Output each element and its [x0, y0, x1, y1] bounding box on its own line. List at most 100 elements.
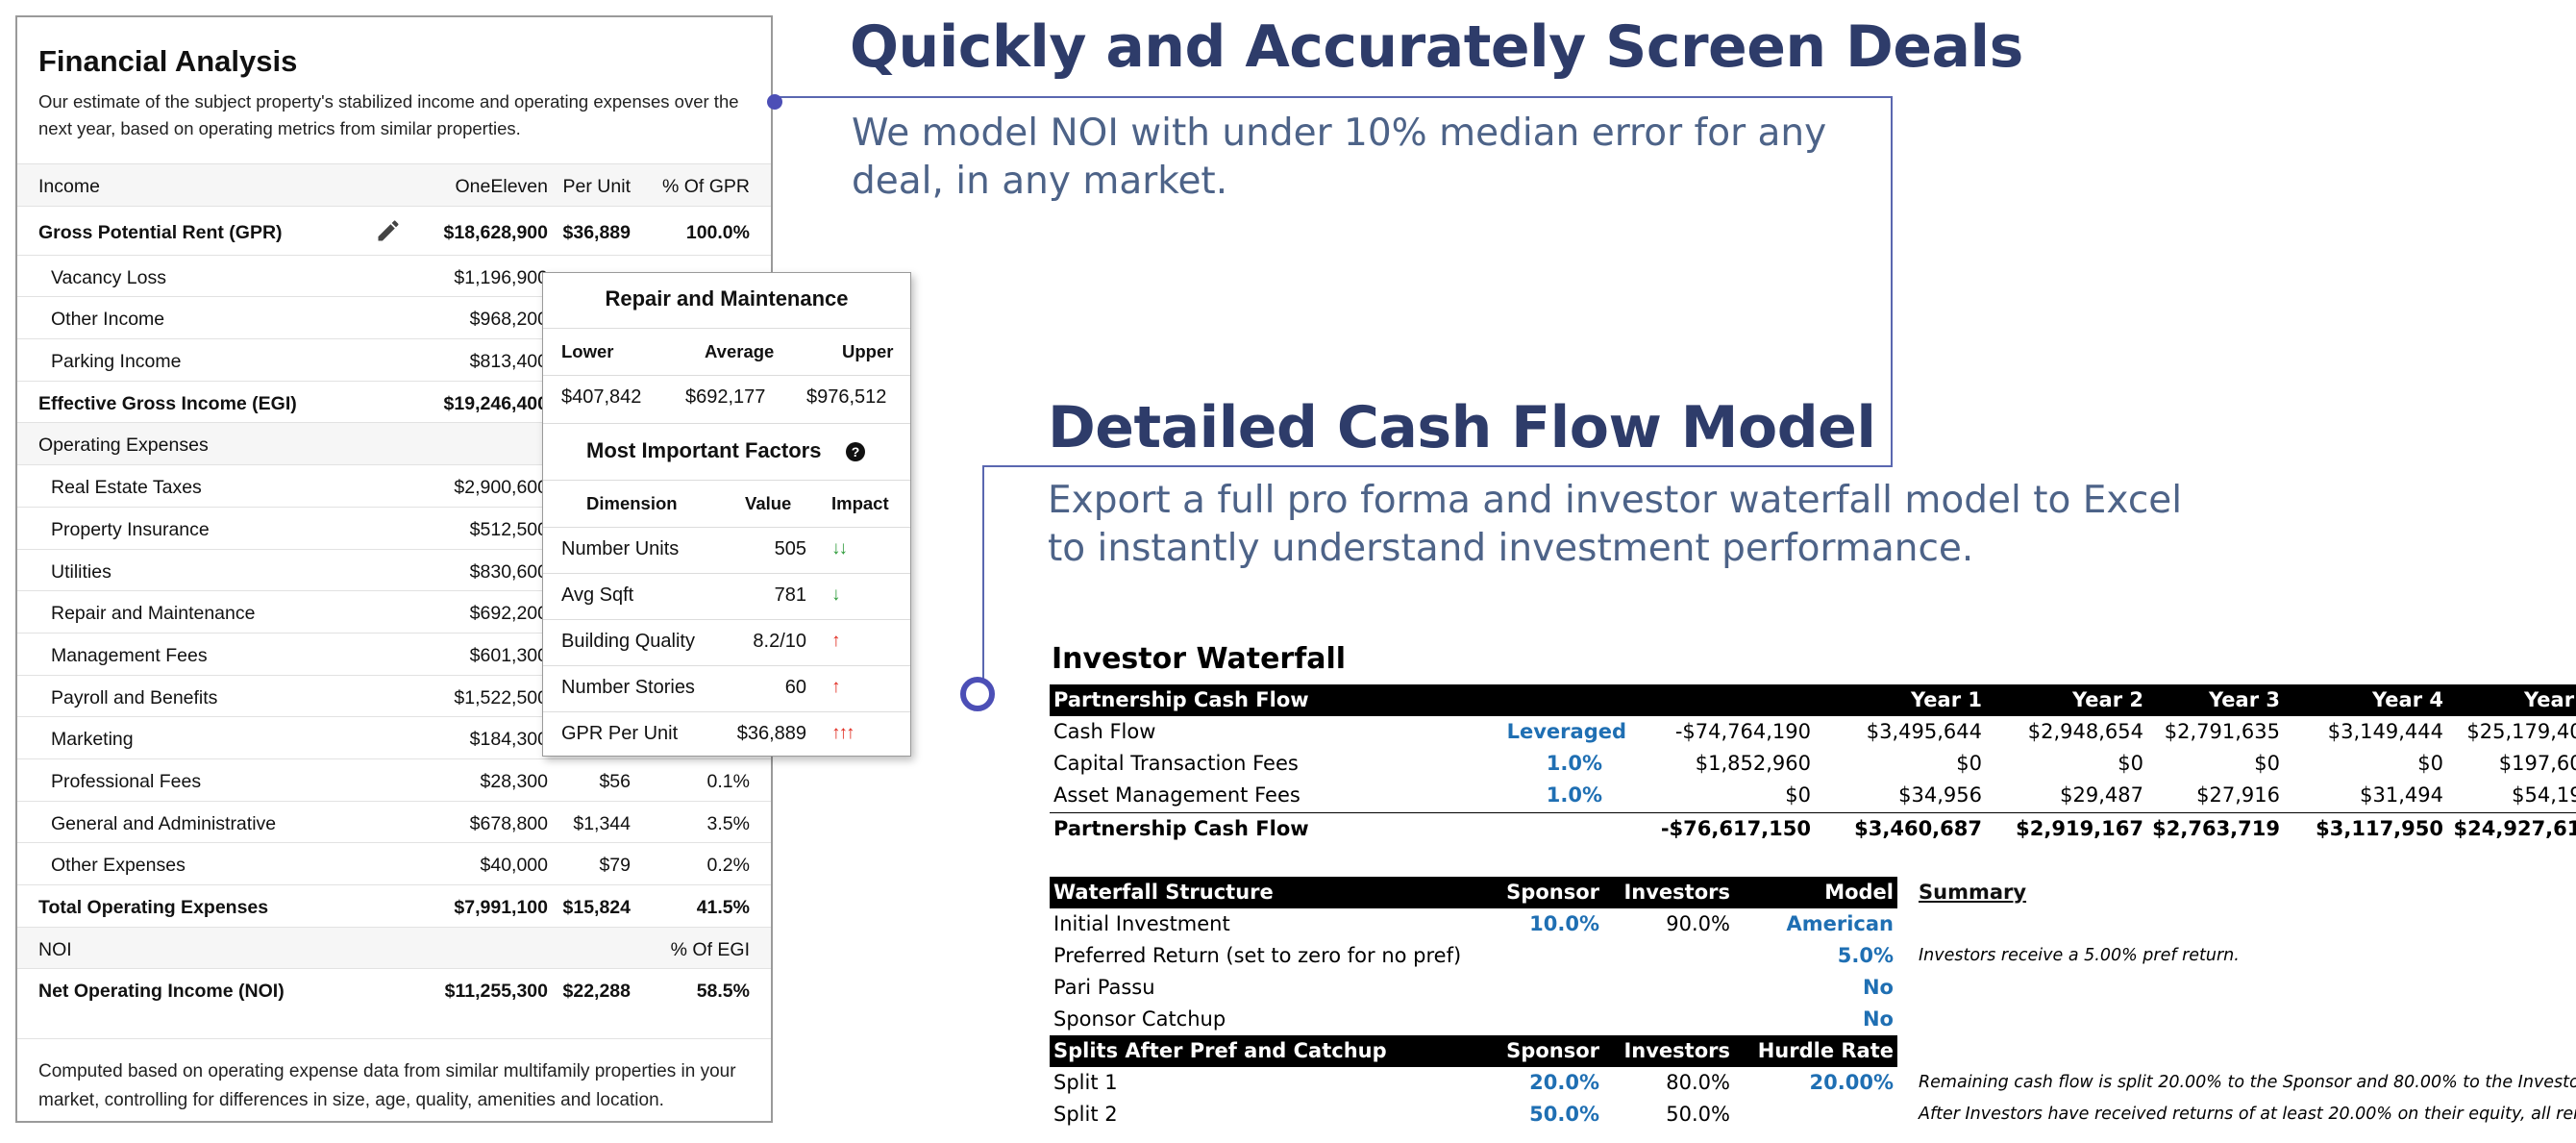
row-percent: 100.0%	[685, 221, 750, 243]
column-header-pct-gpr: % Of GPR	[661, 176, 750, 197]
row-label: Net Operating Income (NOI)	[38, 981, 285, 1003]
model-value: No	[1862, 976, 1894, 999]
row-label: Cash Flow	[1053, 720, 1156, 743]
year-0-value: -$76,617,150	[1660, 817, 1811, 840]
arrow-up-icon: ↑	[831, 677, 840, 697]
divider	[543, 480, 910, 481]
range-value-upper: $976,512	[806, 386, 887, 408]
year-0-value: $1,852,960	[1695, 752, 1811, 775]
split-2-row: Split 2 50.0% 50.0%	[1050, 1099, 1897, 1131]
sponsor-value: 10.0%	[1529, 912, 1599, 935]
sponsor-header: Sponsor	[1506, 881, 1599, 904]
year-1-value: $3,460,687	[1854, 817, 1982, 840]
table-row-marketing: Marketing $184,300	[17, 716, 771, 758]
row-label: Parking Income	[51, 351, 182, 373]
row-label: Payroll and Benefits	[51, 686, 218, 708]
pencil-icon[interactable]	[375, 217, 402, 244]
factor-value: 781	[774, 584, 806, 606]
row-tag: 1.0%	[1546, 752, 1602, 775]
subline-cash-flow-model: Export a full pro forma and investor wat…	[1048, 479, 2183, 570]
year-0-value: $0	[1785, 783, 1811, 807]
row-value: $830,600	[469, 560, 548, 583]
range-header-lower: Lower	[561, 341, 614, 361]
year-2-value: $0	[2118, 752, 2143, 775]
year-3-value: $27,916	[2196, 783, 2280, 807]
row-label: Total Operating Expenses	[38, 897, 269, 918]
investors-value: 80.0%	[1666, 1071, 1730, 1094]
table-row-noi: Net Operating Income (NOI) $11,255,300 $…	[17, 968, 771, 1010]
row-label: Other Income	[51, 309, 165, 331]
row-per-unit: $1,344	[573, 812, 631, 834]
cash-flow-header-label: Partnership Cash Flow	[1053, 688, 1309, 711]
initial-investment-row: Initial Investment 10.0% 90.0% American	[1050, 908, 1897, 940]
row-label: Gross Potential Rent (GPR)	[38, 221, 283, 243]
row-label: Professional Fees	[51, 770, 202, 792]
preferred-return-row: Preferred Return (set to zero for no pre…	[1050, 940, 1897, 972]
row-value: $692,200	[469, 603, 548, 625]
row-value: $11,255,300	[444, 981, 548, 1003]
year-1-header: Year 1	[1911, 688, 1982, 711]
year-2-value: $29,487	[2060, 783, 2143, 807]
row-value: $678,800	[469, 812, 548, 834]
table-row-other-income: Other Income $968,200	[17, 296, 771, 338]
arrow-up-icon: ↑	[831, 631, 840, 651]
model-value: American	[1786, 912, 1894, 935]
investors-value: 50.0%	[1666, 1103, 1730, 1126]
row-label: Asset Management Fees	[1053, 783, 1300, 807]
row-per-unit: $15,824	[562, 897, 632, 918]
factors-title: Most Important Factors	[586, 438, 822, 462]
year-3-header: Year 3	[2209, 688, 2280, 711]
sponsor-value: 50.0%	[1529, 1103, 1599, 1126]
table-row-repair-maintenance[interactable]: Repair and Maintenance $692,200	[17, 590, 771, 633]
row-value: $19,246,400	[443, 392, 548, 414]
row-label: Partnership Cash Flow	[1053, 817, 1309, 840]
row-value: $1,522,500	[454, 686, 548, 708]
row-label: Management Fees	[51, 644, 208, 666]
connector-dot	[767, 94, 782, 110]
table-header-row: Income OneEleven Per Unit % Of GPR	[17, 163, 771, 206]
year-4-value: $0	[2417, 752, 2443, 775]
table-row-egi: Effective Gross Income (EGI) $19,246,400	[17, 380, 771, 423]
year-4-value: $3,117,950	[2316, 817, 2443, 840]
help-icon[interactable]: ?	[846, 442, 865, 461]
financial-table: Income OneEleven Per Unit % Of GPR Gross…	[17, 163, 771, 1010]
row-label: Effective Gross Income (EGI)	[38, 392, 297, 414]
row-label: Capital Transaction Fees	[1053, 752, 1299, 775]
year-3-value: $0	[2254, 752, 2280, 775]
waterfall-title: Investor Waterfall	[1052, 642, 1347, 676]
table-row-vacancy-loss: Vacancy Loss $1,196,900	[17, 254, 771, 297]
table-section-noi: NOI % Of EGI	[17, 926, 771, 969]
row-label: General and Administrative	[51, 812, 277, 834]
year-5-header: Year 5	[2524, 688, 2576, 711]
row-percent: 41.5%	[696, 897, 750, 918]
table-row-utilities: Utilities $830,600	[17, 548, 771, 591]
asset-management-fees-row: Asset Management Fees 1.0% $0 $34,956 $2…	[1050, 780, 2576, 811]
column-header-income: Income	[38, 176, 100, 197]
divider	[543, 527, 910, 528]
row-label: Initial Investment	[1053, 912, 1230, 935]
investors-header: Investors	[1623, 881, 1730, 904]
row-tag: Leveraged	[1506, 720, 1626, 743]
row-percent: 58.5%	[696, 981, 750, 1003]
factor-header-impact: Impact	[831, 493, 889, 513]
factor-header-value: Value	[745, 493, 792, 513]
year-2-value: $2,919,167	[2016, 817, 2143, 840]
connector-line	[982, 465, 1893, 467]
row-label: Split 2	[1053, 1103, 1118, 1126]
year-3-value: $2,791,635	[2164, 720, 2280, 743]
capital-transaction-fees-row: Capital Transaction Fees 1.0% $1,852,960…	[1050, 748, 2576, 780]
headline-screen-deals: Quickly and Accurately Screen Deals	[850, 13, 2023, 81]
divider	[543, 573, 910, 574]
summary-note: After Investors have received returns of…	[1919, 1105, 2576, 1124]
year-5-value: $24,927,613	[2453, 817, 2576, 840]
factor-dimension: Number Units	[561, 538, 680, 559]
range-value-lower: $407,842	[561, 386, 642, 408]
split-1-row: Split 1 20.0% 80.0% 20.00%	[1050, 1067, 1897, 1099]
splits-header-label: Splits After Pref and Catchup	[1053, 1039, 1387, 1062]
row-per-unit: $56	[599, 770, 631, 792]
financial-analysis-description: Our estimate of the subject property's s…	[38, 91, 739, 138]
row-percent: 0.2%	[706, 855, 750, 877]
row-value: $28,300	[480, 770, 549, 792]
row-value: $18,628,900	[443, 221, 548, 243]
factor-value: 505	[774, 538, 806, 559]
